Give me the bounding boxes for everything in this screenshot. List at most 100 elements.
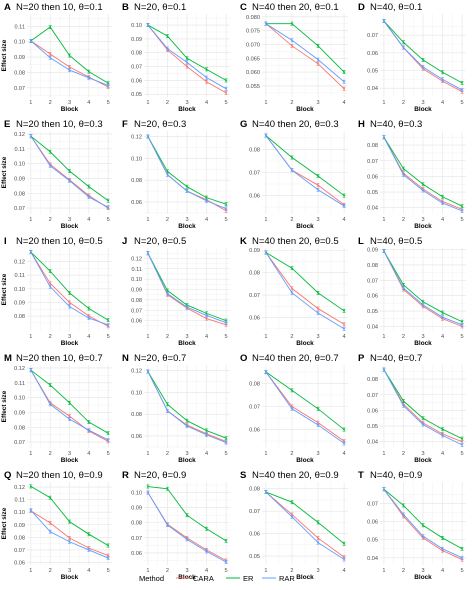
data-point [49,496,52,499]
x-tick-label: 2 [49,100,52,106]
data-point [402,287,405,289]
data-point [441,195,444,198]
series-line-rar [265,252,345,330]
panel-letter-s: S [240,470,246,481]
data-point [107,557,110,559]
x-tick-label: 3 [316,100,319,106]
y-tick-label: 0.12 [131,134,142,140]
panel-n: N N=20, θ=0.7 0.06 0.08 0.10 0.12 1 2 3 4 5 Block [122,353,230,464]
data-point [317,291,319,294]
data-point [107,323,110,326]
y-tick-label: 0.07 [367,502,378,508]
x-tick-label: 2 [49,334,52,340]
y-tick-label: 0.06 [367,294,378,300]
x-tick-label: 2 [49,217,52,223]
y-axis-label-a: Effect size [1,39,8,71]
data-point [147,491,149,494]
y-tick-label: 0.05 [367,538,378,544]
x-tick-label: 3 [421,451,424,457]
data-point [317,62,319,65]
y-axis-label-e: Effect size [1,156,8,188]
legend-item-er: ER [226,574,254,583]
y-tick-label: 0.08 [367,143,378,149]
data-point [265,491,267,493]
panel-s: S N=40 then 20, θ=0.9 0.05 0.06 0.07 0.08 1 2 3 4… [240,470,348,581]
y-tick-label: 0.10 [14,162,25,168]
y-tick-label: 0.08 [249,147,260,153]
data-point [186,190,188,192]
x-tick-label: 4 [343,568,346,574]
data-point [343,194,345,197]
data-point [186,514,188,517]
y-tick-label: 0.09 [14,523,25,529]
data-point [147,252,149,255]
data-point [291,39,293,42]
y-tick-label: 0.08 [131,412,142,418]
series-rar-b [146,23,228,91]
data-point [317,407,319,410]
y-tick-label: 0.04 [367,206,378,212]
x-tick-label: 3 [316,451,319,457]
series-rar-m [29,368,110,442]
panel-letter-k: K [240,236,247,247]
panel-title-s: N=40 then 20, θ=0.9 [252,470,339,481]
data-point [107,199,110,202]
x-tick-label: 3 [185,451,188,457]
x-tick-label: 4 [441,568,444,574]
panel-title-p: N=40, θ=0.7 [370,353,422,364]
y-tick-label: 0.07 [367,393,378,399]
data-point [422,300,424,303]
data-point [147,135,149,138]
panel-title-l: N=40, θ=0.5 [370,236,422,247]
data-point [402,513,405,516]
x-tick-label: 2 [166,334,169,340]
data-point [422,189,424,192]
data-point [461,443,463,446]
data-point [205,80,208,83]
panel-letter-o: O [240,353,247,364]
y-tick-label: 0.09 [249,248,260,254]
x-axis-label-p: Block [414,457,432,464]
x-tick-label: 3 [185,568,188,574]
series-rar-q [29,508,110,560]
y-tick-label: 0.05 [367,190,378,196]
y-tick-label: 0.06 [249,532,260,538]
series-line-cara [265,491,345,558]
x-axis-label-f: Block [178,223,196,230]
panel-letter-d: D [358,2,365,13]
panel-title-q: N=20 then 10, θ=0.9 [16,470,103,481]
x-tick-label: 2 [49,568,52,574]
y-tick-label: 0.08 [14,314,25,320]
legend-label-rar: RAR [279,574,295,583]
y-tick-label: 0.065 [246,56,260,62]
data-point [49,164,52,167]
data-point [205,433,208,436]
data-point [402,41,405,44]
y-tick-label: 0.04 [367,556,378,562]
x-axis-label-q: Block [61,574,79,581]
legend-label-er: ER [243,574,254,583]
data-point [383,488,385,491]
y-tick-label: 0.11 [15,24,25,30]
y-tick-label: 0.05 [367,309,378,315]
data-point [383,250,385,252]
panel-t: T N=40, θ=0.9 0.04 0.05 0.06 0.07 1 2 3 4 5 Block [358,470,466,581]
y-tick-label: 0.12 [131,368,142,374]
series-er-q [29,484,110,548]
x-tick-label: 1 [264,334,267,340]
data-point [29,251,32,253]
y-tick-label: 0.05 [367,424,378,430]
data-point [107,432,110,435]
y-tick-label: 0.06 [249,316,260,322]
y-axis-label-q: Effect size [1,507,8,539]
x-tick-label: 4 [343,217,346,223]
panel-letter-p: P [358,353,365,364]
x-tick-label: 3 [185,217,188,223]
data-point [107,319,110,322]
panel-k: K N=40 then 20, θ=0.5 0.06 0.07 0.08 0.09 1 2 3 4… [240,236,348,347]
y-tick-label: 0.11 [15,381,25,387]
data-point [441,428,444,431]
x-tick-label: 4 [205,568,208,574]
y-tick-label: 0.060 [246,70,260,76]
series-line-rar [265,371,345,444]
